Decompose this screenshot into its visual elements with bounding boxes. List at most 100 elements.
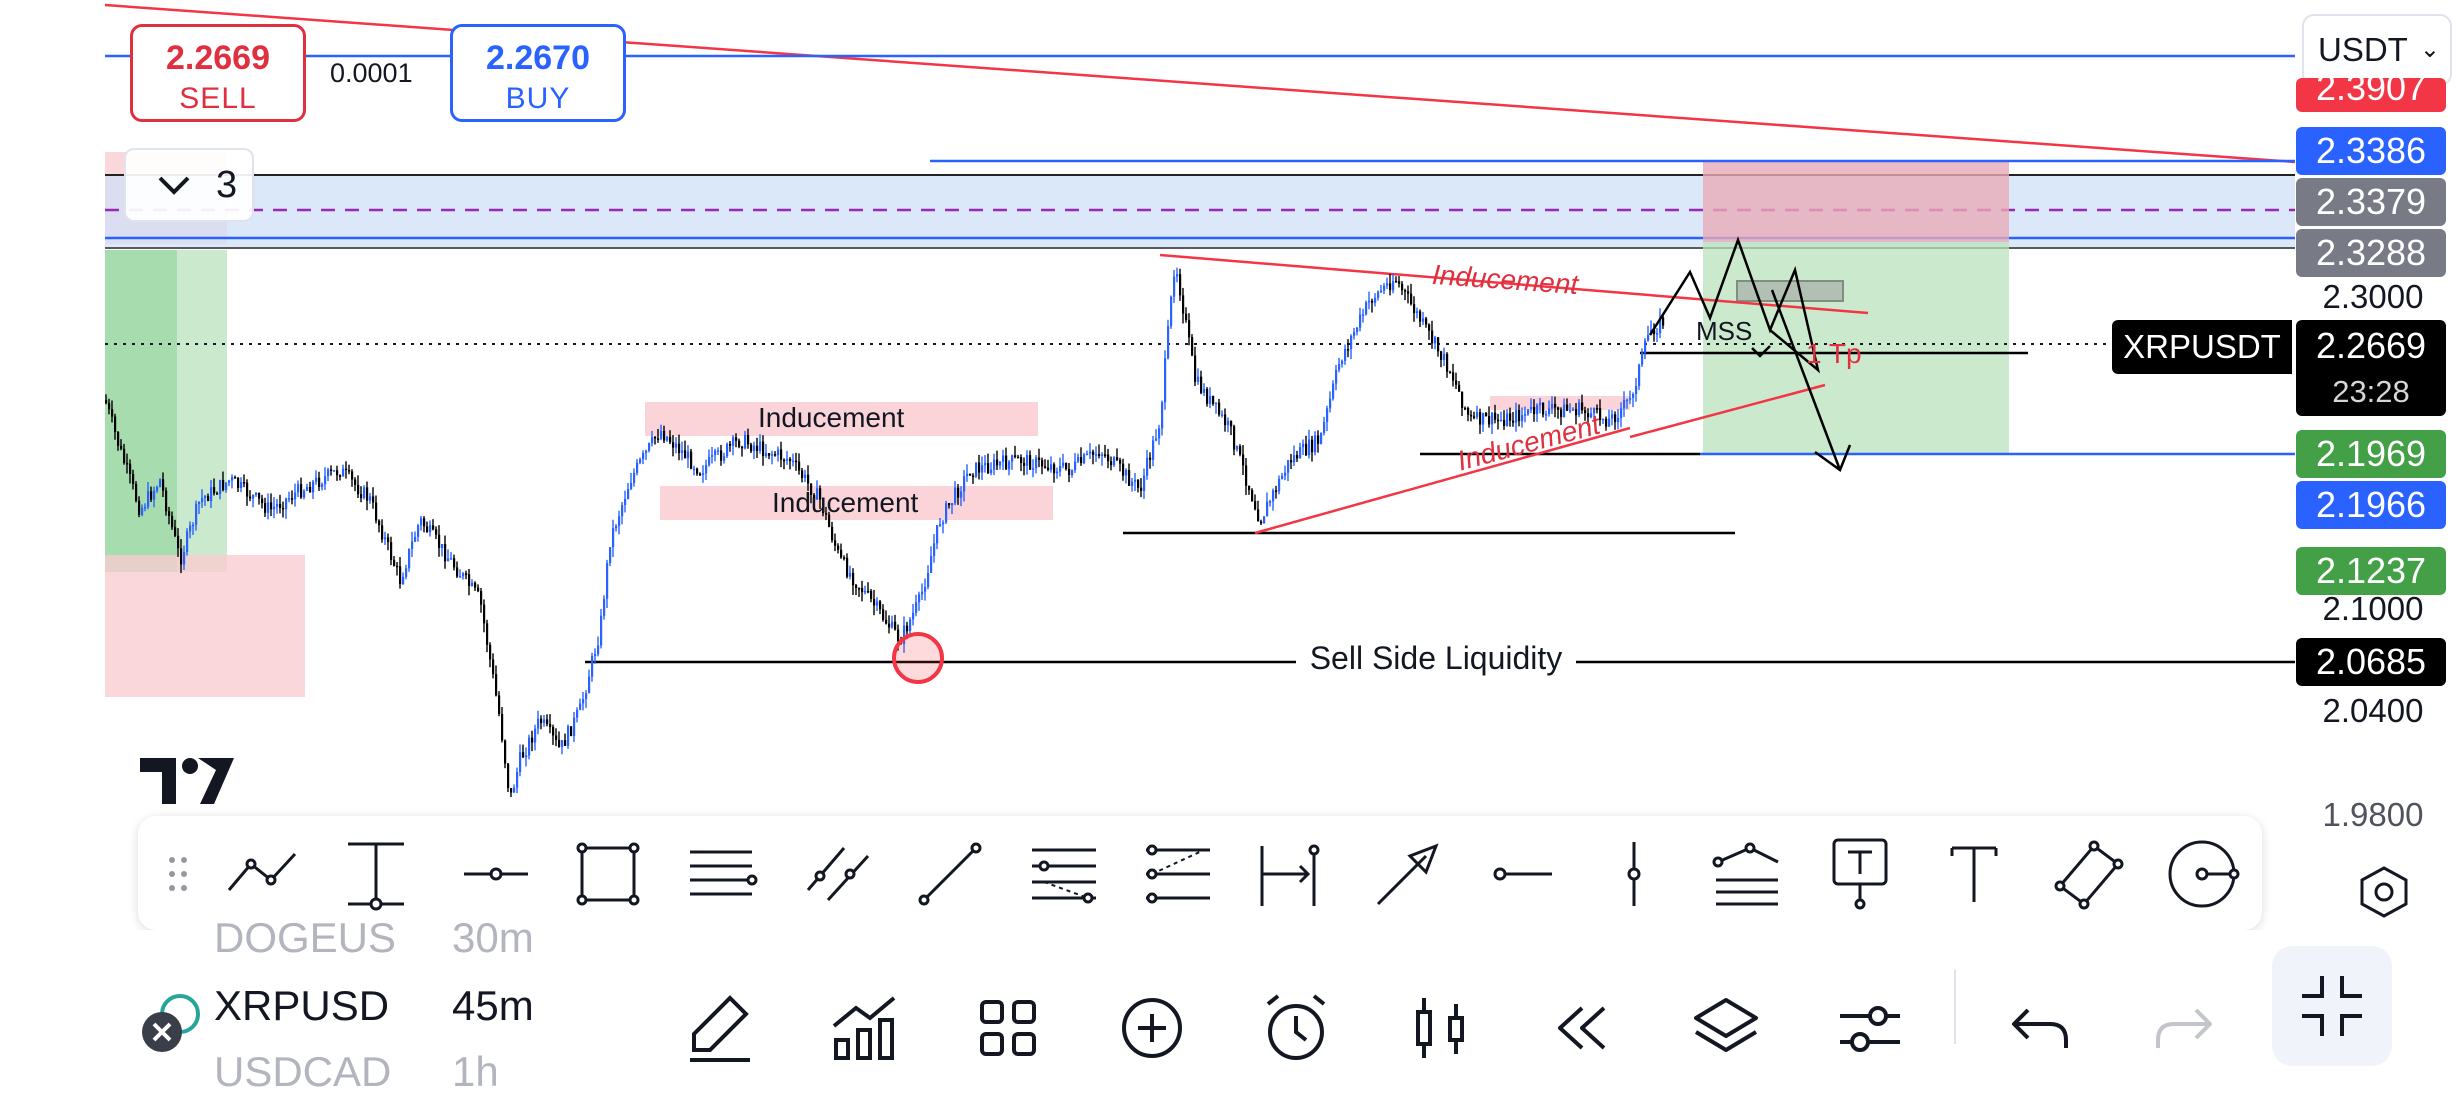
vertical-line-icon[interactable] (1594, 834, 1674, 914)
candle-body (714, 450, 717, 456)
bar-countdown: 23:28 (2332, 374, 2410, 409)
candle-body (1581, 402, 1584, 411)
draw-icon[interactable] (680, 988, 760, 1068)
candle-body (447, 558, 450, 562)
candle-body (1218, 402, 1221, 415)
settings-sliders-icon[interactable] (1830, 988, 1910, 1068)
candle-body (207, 496, 210, 502)
candle-body (1596, 408, 1599, 410)
candle-body (945, 503, 948, 523)
fib-extension-icon[interactable] (1138, 834, 1218, 914)
drag-handle-icon[interactable] (138, 834, 198, 914)
candle-body (582, 699, 585, 704)
replay-icon[interactable] (1542, 988, 1622, 1068)
fullscreen-exit-button[interactable] (2272, 946, 2392, 1066)
candle-body (759, 441, 762, 452)
interval-next[interactable]: 1h (452, 1048, 499, 1095)
add-icon[interactable] (1112, 988, 1192, 1068)
candle-body (279, 503, 282, 508)
layout-grid-icon[interactable] (968, 988, 1048, 1068)
candle-body (546, 719, 549, 724)
settings-hexagon-icon[interactable] (2352, 860, 2416, 924)
candle-body (504, 740, 507, 764)
candle-body (1362, 314, 1365, 316)
candle-body (1002, 455, 1005, 462)
trend-line-icon[interactable] (223, 834, 303, 914)
indicators-icon[interactable] (824, 988, 904, 1068)
candle-body (1536, 405, 1539, 415)
candle-body (882, 609, 885, 620)
price-range-icon[interactable] (1252, 834, 1332, 914)
fullscreen-exit-icon (2302, 976, 2362, 1036)
sell-price: 2.2669 (166, 39, 270, 77)
redo-icon[interactable] (2144, 988, 2224, 1068)
candle-body (1038, 457, 1041, 461)
candle-body (105, 400, 108, 404)
candle-body (174, 527, 177, 536)
candle-body (459, 576, 462, 578)
candle-body (1497, 419, 1500, 422)
layers-icon[interactable] (1686, 988, 1766, 1068)
indicators-collapse-button[interactable]: 3 (124, 148, 254, 222)
candle-body (1173, 276, 1176, 297)
rotated-rectangle-icon[interactable] (2048, 834, 2128, 914)
undo-icon[interactable] (2000, 988, 2080, 1068)
arrow-icon[interactable] (1366, 834, 1446, 914)
candle-body (384, 537, 387, 540)
price-projection-drop (1770, 289, 1842, 471)
inducement-label-box-2: Inducement (772, 487, 919, 518)
candle-body (876, 601, 879, 606)
candle-body (1593, 408, 1596, 414)
remove-symbol-icon[interactable] (140, 986, 210, 1056)
candle-body (1404, 290, 1407, 292)
text-icon[interactable] (1934, 834, 2014, 914)
candle-body (630, 482, 633, 489)
candle-body (1467, 408, 1470, 415)
horizontal-ray-icon[interactable] (456, 834, 536, 914)
candle-body (975, 462, 978, 477)
candle-body (1092, 451, 1095, 455)
text-note-icon[interactable] (1820, 834, 1900, 914)
sell-button[interactable]: 2.2669 SELL (130, 24, 306, 122)
circle-icon[interactable] (2162, 834, 2242, 914)
candle-body (852, 572, 855, 586)
candle-body (123, 448, 126, 463)
candle-body (333, 470, 336, 472)
symbol-prev[interactable]: DOGEUS (214, 914, 397, 961)
axis-label-2-0400: 2.0400 (2322, 692, 2424, 729)
parallel-channel-icon[interactable] (798, 834, 878, 914)
candle-body (156, 486, 159, 491)
candle-body (678, 443, 681, 454)
interval-prev[interactable]: 30m (452, 914, 534, 961)
candle-body (978, 462, 981, 473)
currency-selector[interactable]: USDT ⌄ (2302, 14, 2452, 86)
candle-body (576, 709, 579, 718)
candle-body (954, 487, 957, 504)
candle-body (1293, 455, 1296, 463)
line-icon[interactable] (910, 834, 990, 914)
vertical-ray-icon[interactable] (336, 834, 416, 914)
candle-body (1278, 478, 1281, 492)
fib-fan-icon[interactable] (1706, 834, 1786, 914)
candle-body (1656, 333, 1659, 335)
interval-current[interactable]: 45m (452, 982, 534, 1029)
candle-body (180, 548, 183, 565)
candle-body (999, 461, 1002, 466)
candle-body (879, 601, 882, 610)
symbol-next[interactable]: USDCAD (214, 1048, 392, 1095)
candle-body (399, 566, 402, 585)
symbol-current[interactable]: XRPUSD (214, 982, 390, 1029)
buy-button[interactable]: 2.2670 BUY (450, 24, 626, 122)
candle-body (603, 598, 606, 616)
pitchfork-icon[interactable] (682, 834, 762, 914)
candle-body (402, 576, 405, 585)
alert-clock-icon[interactable] (1256, 988, 1336, 1068)
horizontal-line-icon[interactable] (1480, 834, 1560, 914)
candlestick-icon[interactable] (1400, 988, 1480, 1068)
candle-body (495, 674, 498, 696)
candle-body (300, 484, 303, 498)
rectangle-icon[interactable] (568, 834, 648, 914)
fib-retracement-icon[interactable] (1024, 834, 1104, 914)
candle-body (1533, 407, 1536, 415)
